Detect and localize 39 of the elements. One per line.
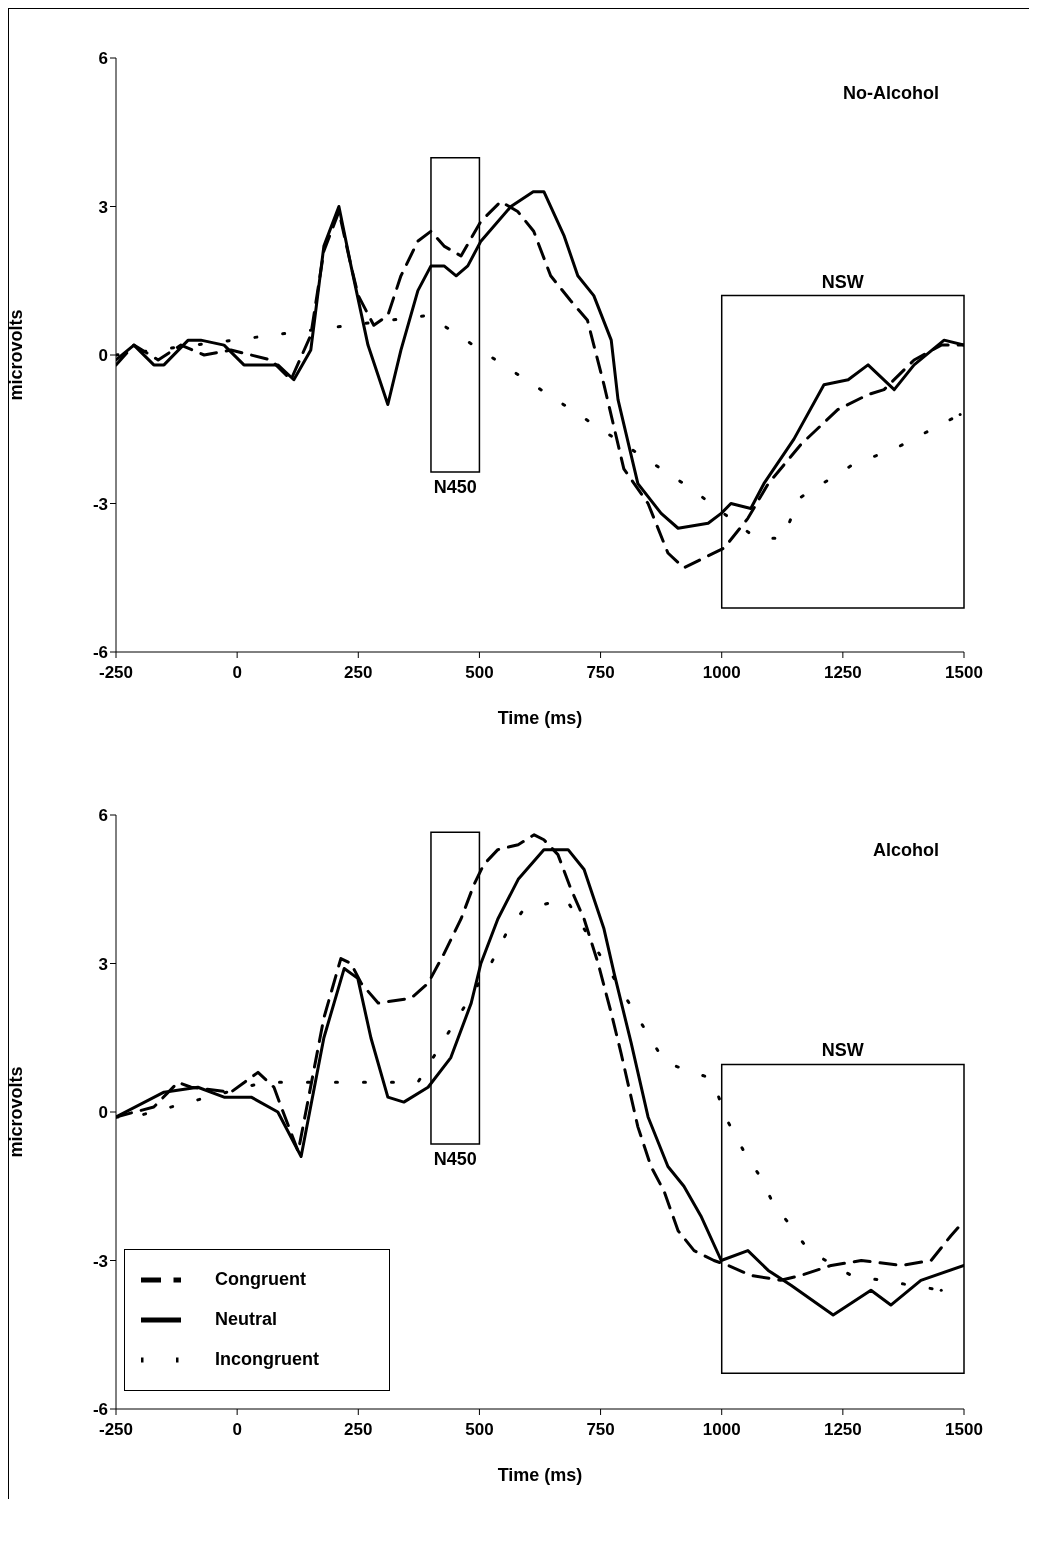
y-axis-title: microvolts [6,309,27,401]
band-label: NSW [821,1040,864,1061]
x-tick-label: 250 [344,663,373,683]
x-tick-label: 750 [586,1420,615,1440]
y-tick-label: 6 [98,806,108,826]
y-tick-label: 6 [98,49,108,69]
x-tick-label: 250 [344,1420,373,1440]
x-axis-title: Time (ms) [497,708,583,728]
y-tick-label: -6 [92,1400,108,1420]
x-tick-label: 1500 [945,663,983,683]
y-tick-label: 3 [98,197,108,217]
x-axis-title: Time (ms) [497,1465,583,1485]
y-tick-label: -3 [92,1251,108,1271]
x-tick-label: 0 [232,663,242,683]
y-tick-label: 0 [98,346,108,366]
band-label: NSW [821,271,864,292]
legend-label: Incongruent [215,1348,319,1369]
y-tick-label: -6 [92,643,108,663]
legend-label: Neutral [215,1308,278,1329]
x-tick-label: 1250 [823,663,862,683]
x-tick-label: 0 [232,1420,242,1440]
legend-label: Congruent [215,1268,306,1289]
x-tick-label: 1000 [702,1420,741,1440]
y-tick-label: -3 [92,494,108,514]
x-tick-label: 500 [465,1420,494,1440]
band-label: N450 [433,1148,477,1169]
y-tick-label: 0 [98,1103,108,1123]
x-tick-label: 500 [465,663,494,683]
x-tick-label: 1250 [823,1420,862,1440]
text: No-Alcohol [843,83,939,104]
x-tick-label: 750 [586,663,615,683]
x-tick-label: 1000 [702,663,741,683]
text: Alcohol [873,840,939,861]
x-tick-label: -250 [98,663,134,683]
y-tick-label: 3 [98,954,108,974]
band-label: N450 [433,476,477,497]
x-tick-label: -250 [98,1420,134,1440]
y-axis-title: microvolts [6,1066,27,1158]
x-tick-label: 1500 [945,1420,983,1440]
